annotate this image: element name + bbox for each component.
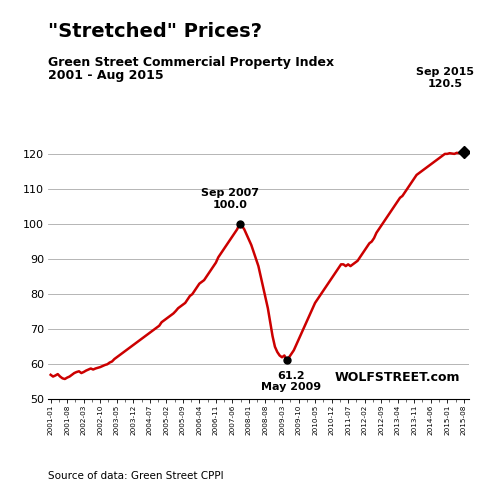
Text: 61.2
May 2009: 61.2 May 2009: [261, 371, 322, 392]
Text: 2001 - Aug 2015: 2001 - Aug 2015: [48, 69, 164, 82]
Text: Sep 2007
100.0: Sep 2007 100.0: [201, 188, 259, 210]
Text: Source of data: Green Street CPPI: Source of data: Green Street CPPI: [48, 471, 224, 481]
Text: "Stretched" Prices?: "Stretched" Prices?: [48, 22, 262, 41]
Text: WOLFSTREET.com: WOLFSTREET.com: [335, 371, 460, 384]
Text: Sep 2015
120.5: Sep 2015 120.5: [416, 67, 474, 89]
Text: Green Street Commercial Property Index: Green Street Commercial Property Index: [48, 56, 334, 69]
